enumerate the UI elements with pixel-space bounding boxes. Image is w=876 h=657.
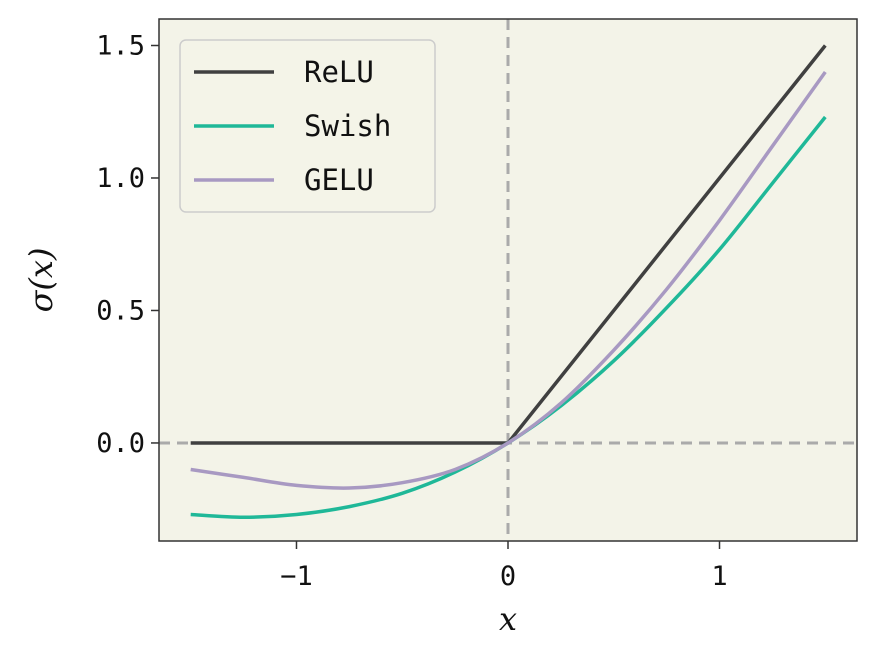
x-tick-label: 1: [711, 561, 727, 592]
y-axis-label: σ(x): [22, 248, 60, 313]
x-tick-label: 0: [500, 561, 516, 592]
x-axis-label: x: [499, 600, 517, 638]
y-tick-label: 0.5: [96, 295, 145, 326]
y-tick-label: 1.0: [96, 163, 145, 194]
legend-label-relu: ReLU: [304, 55, 374, 89]
series-line-gelu: [190, 70, 827, 490]
x-tick-label: −1: [280, 561, 313, 592]
legend-label-gelu: GELU: [304, 163, 374, 197]
legend-box: [179, 39, 436, 213]
legend-label-swish: Swish: [304, 109, 391, 143]
y-tick-label: 1.5: [96, 30, 145, 61]
legend: ReLU Swish GELU: [179, 39, 436, 213]
y-tick-label: 0.0: [96, 428, 145, 459]
